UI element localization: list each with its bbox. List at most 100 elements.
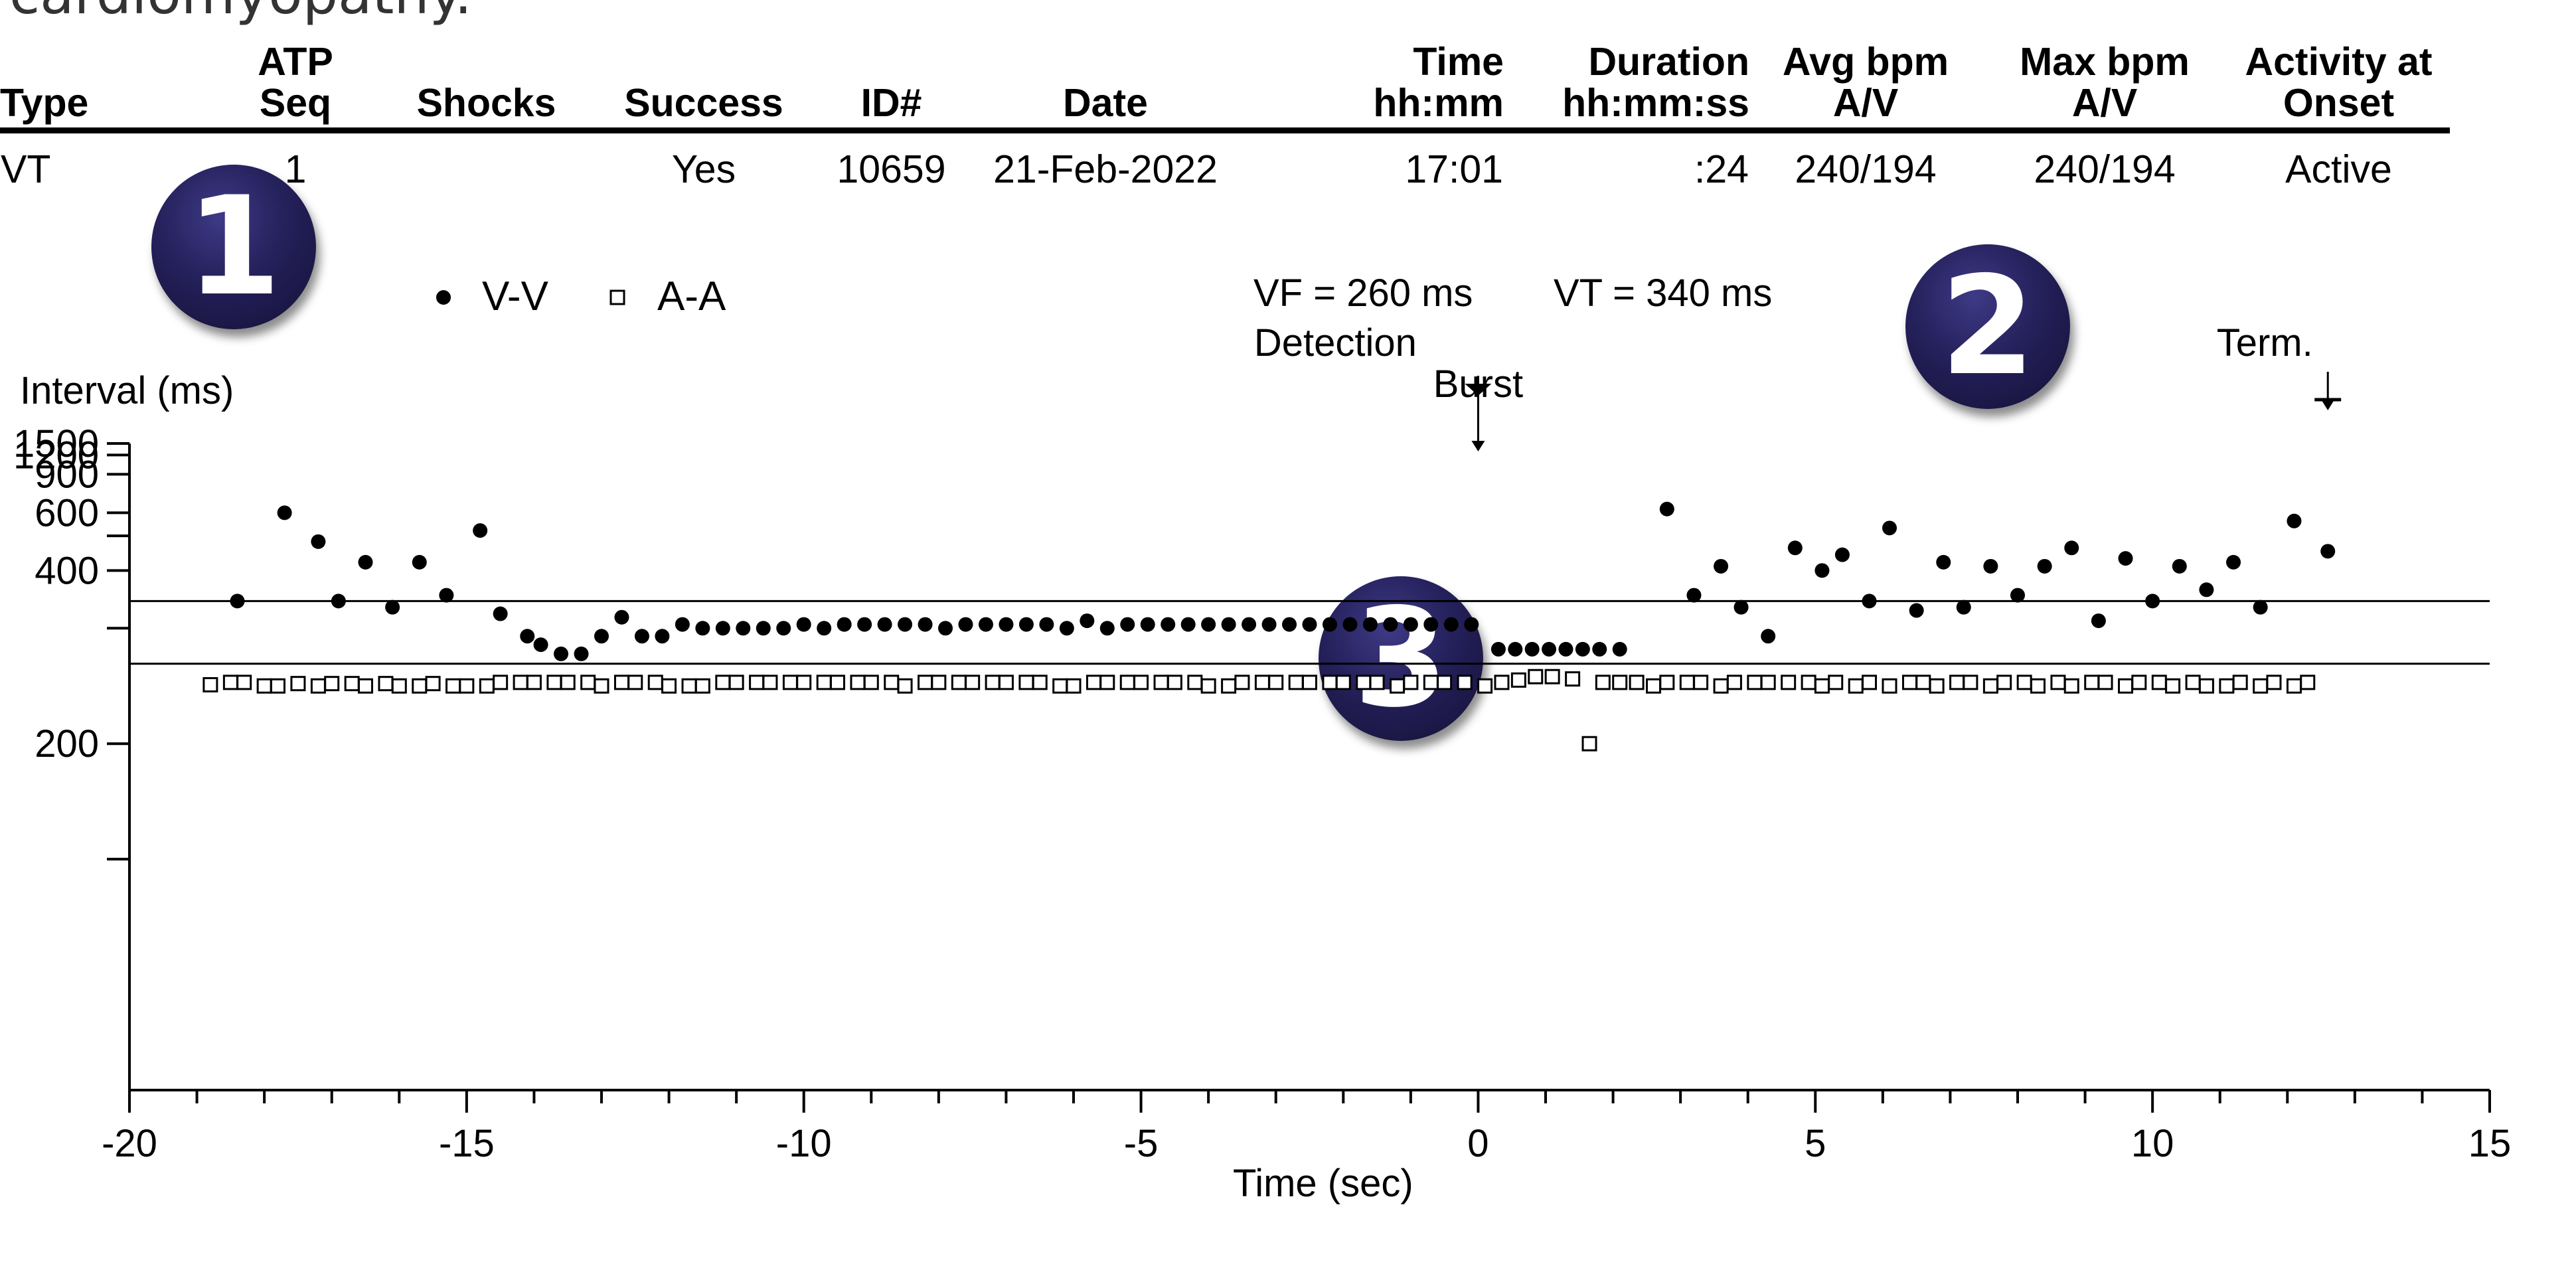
vv-point [1403,617,1418,632]
aa-point [2185,675,2201,690]
aa-point [762,675,778,690]
aa-point [358,678,373,694]
vv-point [1490,641,1506,657]
aa-point [1629,675,1645,690]
vv-point [1180,617,1196,632]
vv-point [520,629,535,644]
aa-point [1200,678,1216,694]
aa-point [2030,678,2046,694]
aa-point [1066,678,1082,694]
aa-point [1713,678,1729,694]
vv-point [1322,617,1337,632]
aa-point [236,675,252,690]
aa-point [681,678,697,694]
aa-point [1862,675,1878,690]
table-cell: 1 [284,147,307,191]
aa-point [2151,675,2167,690]
aa-point [1356,675,1372,690]
aa-point [2016,675,2032,690]
column-header-line2: Shocks [416,81,556,125]
column-header: ID# [807,41,976,133]
aa-point [1659,675,1675,690]
vv-point [1909,603,1924,618]
aa-point [1996,675,2012,690]
vv-point [473,523,488,538]
aa-point [918,675,933,690]
x-tick-label: -10 [776,1122,832,1165]
vv-point [2320,544,2336,559]
aa-point [627,675,643,690]
vv-point [1282,617,1297,632]
aa-point [715,675,731,690]
y-tick-label: 1500 [13,422,99,465]
aa-point [1679,675,1695,690]
legend-marker-aa [609,289,625,305]
column-header: Date [976,41,1235,133]
annotation-term: Term. [2217,321,2313,364]
vv-point [978,617,993,632]
y-tick-label: 400 [35,549,99,592]
vv-point [1592,641,1607,657]
table-header-row: Type ATP Seq Shocks Success ID# Date Time hh… [0,41,2450,133]
aa-point [1595,675,1611,690]
y-tick-label: 900 [35,453,99,496]
table-row: VT 1 Yes 10659 21-Feb-2022 17:01:24 240/194 240… [0,131,2450,193]
aa-point [1086,675,1101,690]
vv-point [877,617,892,632]
aa-point [985,675,1001,690]
vv-point [1733,599,1749,615]
x-axis-label: Time (sec) [1233,1162,1413,1205]
column-header-line2: hh:mm:ss [1562,81,1749,125]
x-tick-label: -15 [439,1122,495,1165]
column-header: Type [0,41,219,133]
vv-point [1714,558,1729,574]
aa-point [1565,671,1581,687]
aa-point [951,675,967,690]
aa-point [2131,675,2147,690]
aa-point [1982,678,1998,694]
vv-point [1659,501,1674,517]
column-header: Duration hh:mm:ss [1504,41,1749,133]
vv-point [1761,629,1776,644]
table-cell: Active [2285,147,2392,191]
vf-threshold-label: VF = 260 ms [1253,272,1473,315]
aa-point [1801,675,1816,690]
aa-point [1437,675,1453,690]
vv-point [277,505,292,520]
vv-point [2287,513,2302,528]
vv-point [1018,617,1034,632]
vv-point [554,646,569,661]
aa-point [1099,675,1115,690]
aa-point [661,678,677,694]
aa-point [1963,675,1978,690]
aa-point [1581,736,1597,752]
vv-point [1362,617,1378,632]
aa-point [378,676,394,692]
vv-point [614,609,629,625]
aa-point [1153,675,1169,690]
vv-point [1383,617,1398,632]
aa-point [998,675,1014,690]
column-header-line2: Seq [259,81,332,125]
aa-point [2063,678,2079,694]
vv-point [796,617,811,632]
badge-3: 3 [1319,576,1483,741]
vv-point [1862,594,1877,609]
x-tick-label: 10 [2131,1122,2174,1165]
aa-point [1403,675,1419,690]
vv-point [1983,558,1998,574]
x-tick-label: -20 [102,1122,157,1165]
vv-point [938,621,953,636]
aa-point [2253,678,2269,694]
vv-point [2172,558,2187,574]
aa-point [1693,675,1709,690]
vv-point [675,617,690,632]
vv-point [1542,641,1557,657]
aa-point [2300,675,2316,690]
aa-point [344,676,360,692]
vv-point [230,594,245,609]
column-header: Shocks [372,41,601,133]
aa-point [1510,672,1526,688]
vv-point [1261,617,1277,632]
aa-point [1369,675,1385,690]
